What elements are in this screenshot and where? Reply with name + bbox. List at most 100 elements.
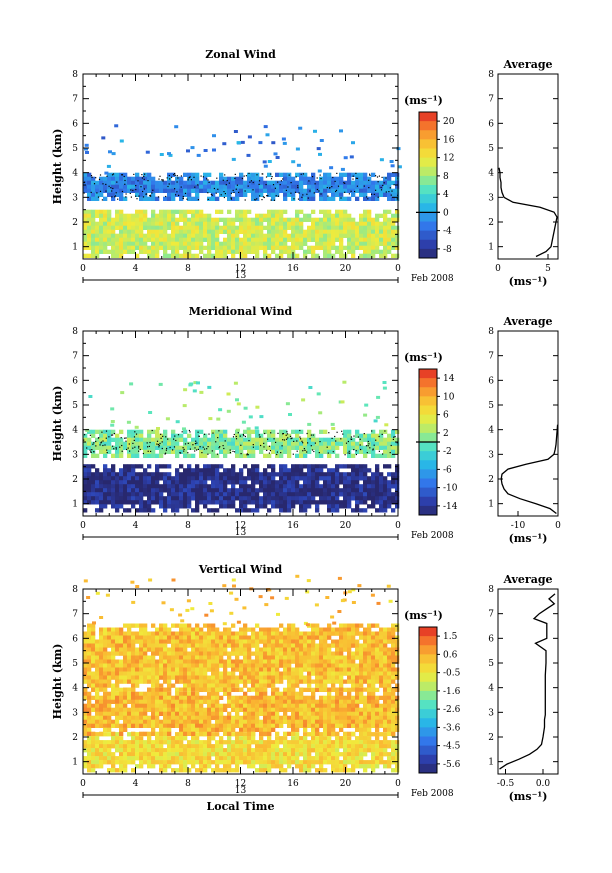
heatmap-cell (255, 225, 260, 230)
heatmap-cell (303, 752, 308, 757)
heatmap-cell (395, 180, 400, 185)
heatmap-cell (379, 184, 384, 189)
heatmap-cell (375, 233, 380, 238)
heatmap-cell (363, 172, 368, 177)
heatmap-cell (303, 496, 308, 501)
heatmap-cell (167, 241, 172, 246)
contour-dot (287, 437, 289, 439)
heatmap-cell (271, 249, 276, 254)
heatmap-cell (371, 192, 376, 197)
heatmap-cell (243, 229, 248, 234)
contour-dot (186, 198, 188, 200)
heatmap-cell (87, 172, 92, 177)
heatmap-cell (275, 172, 280, 177)
heatmap-cell (351, 180, 356, 185)
heatmap-cell (255, 691, 260, 696)
heatmap-cell (259, 229, 264, 234)
heatmap-cell (216, 417, 221, 421)
heatmap-cell (191, 188, 196, 193)
heatmap-cell (351, 225, 356, 230)
heatmap-cell (351, 233, 356, 238)
heatmap-cell (119, 744, 124, 749)
heatmap-cell (387, 760, 392, 765)
heatmap-cell (91, 433, 96, 438)
heatmap-cell (295, 237, 300, 242)
heatmap-cell (247, 233, 252, 238)
heatmap-cell (295, 172, 300, 177)
contour-dot (149, 194, 152, 196)
contour-dot (377, 181, 379, 183)
heatmap-cell (359, 233, 364, 238)
heatmap-cell (339, 480, 344, 485)
heatmap-cell (287, 508, 292, 513)
heatmap-cell (303, 480, 308, 485)
heatmap-cell (91, 225, 96, 230)
heatmap-cell (383, 180, 388, 185)
heatmap-cell (335, 476, 340, 481)
heatmap-cell (283, 229, 288, 234)
heatmap-cell (222, 142, 227, 146)
heatmap-cell (275, 192, 280, 197)
heatmap-cell (335, 188, 340, 193)
heatmap-cell (131, 476, 136, 481)
heatmap-cell (231, 496, 236, 501)
heatmap-cell (267, 180, 272, 185)
heatmap-cell (159, 184, 164, 189)
heatmap-cell (327, 707, 332, 712)
heatmap-cell (203, 768, 208, 773)
heatmap-cell (183, 209, 188, 214)
heatmap-cell (147, 736, 152, 741)
heatmap-cell (207, 691, 212, 696)
heatmap-cell (267, 715, 272, 720)
heatmap-cell (91, 740, 96, 745)
heatmap-cell (163, 245, 168, 250)
heatmap-cell (155, 233, 160, 238)
heatmap-cell (239, 453, 244, 458)
heatmap-cell (127, 184, 132, 189)
heatmap-cell (139, 707, 144, 712)
heatmap-cell (211, 752, 216, 757)
heatmap-cell (199, 188, 204, 193)
contour-dot (232, 450, 234, 452)
heatmap-cell (247, 135, 252, 139)
heatmap-cell (251, 472, 256, 477)
heatmap-cell (223, 180, 228, 185)
heatmap-cell (275, 764, 280, 769)
heatmap-cell (203, 453, 208, 458)
heatmap-cell (143, 221, 148, 226)
heatmap-cell (375, 229, 380, 234)
heatmap-cell (323, 192, 328, 197)
heatmap-cell (347, 184, 352, 189)
heatmap-cell (227, 723, 232, 728)
heatmap-cell (107, 752, 112, 757)
heatmap-cell (115, 740, 120, 745)
heatmap-cell (387, 225, 392, 230)
contour-dot (378, 175, 380, 177)
heatmap-cell (159, 464, 164, 469)
heatmap-cell (319, 768, 324, 773)
heatmap-cell (387, 488, 392, 493)
heatmap-cell (375, 740, 380, 745)
heatmap-cell (91, 760, 96, 765)
heatmap-cell (103, 453, 108, 458)
heatmap-cell (87, 480, 92, 485)
heatmap-cell (319, 441, 324, 446)
heatmap-cell (115, 736, 120, 741)
heatmap-cell (271, 703, 276, 708)
contour-dot (159, 175, 161, 177)
heatmap-cell (311, 437, 316, 442)
heatmap-cell (255, 748, 260, 753)
heatmap-cell (143, 707, 148, 712)
heatmap-cell (351, 441, 356, 446)
heatmap-cell (91, 245, 96, 250)
heatmap-cell (315, 719, 320, 724)
contour-dot (219, 446, 221, 448)
heatmap-cell (103, 699, 108, 704)
heatmap-cell (171, 192, 176, 197)
heatmap-cell (91, 429, 96, 434)
heatmap-cell (303, 744, 308, 749)
heatmap-cell (307, 192, 312, 197)
heatmap-cell (91, 655, 96, 660)
heatmap-cell (167, 213, 172, 218)
heatmap-cell (383, 723, 388, 728)
